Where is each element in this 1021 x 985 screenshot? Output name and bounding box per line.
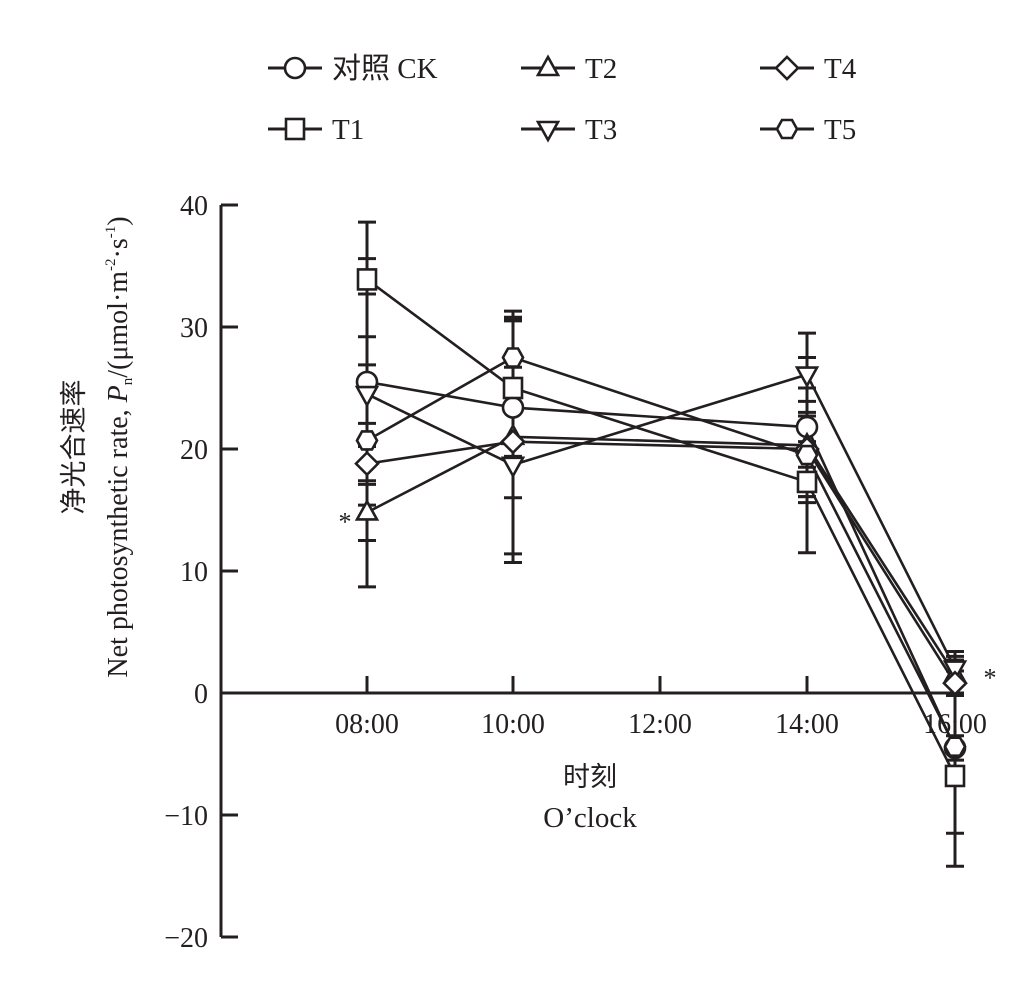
error-bars: [358, 220, 964, 868]
y-label-cn: 净光合速率: [59, 380, 89, 515]
x-tick-label: 14:00: [775, 709, 839, 740]
axis-labels: 时刻 O’clock 净光合速率 Net photosynthetic rate…: [59, 216, 637, 834]
legend-item: T3: [521, 114, 617, 146]
legend-item: T2: [521, 53, 617, 85]
y-label-sub: n: [120, 377, 136, 385]
marker-square: [356, 268, 378, 291]
legend-marker-diamond: [774, 55, 800, 81]
y-tick-label: 30: [180, 313, 208, 344]
legend-marker-circle: [283, 56, 307, 80]
y-label-symbol: P: [103, 385, 134, 403]
x-tick-label: 12:00: [628, 709, 692, 740]
y-label-unit: /(μmol·m: [103, 271, 134, 378]
significance-asterisk: *: [339, 507, 352, 536]
legend-item: 对照 CK: [268, 52, 438, 85]
y-tick-label: 0: [194, 679, 208, 710]
marker-diamond: [942, 670, 968, 697]
x-label-en: O’clock: [543, 802, 637, 834]
marker-triangle-up: [354, 498, 380, 521]
legend-item: T1: [268, 114, 364, 146]
y-label-sup1: -2: [103, 258, 119, 271]
legend-item: T5: [760, 114, 856, 146]
x-tick-label: 10:00: [481, 709, 545, 740]
marker-diamond: [500, 428, 526, 455]
marker-hexagon: [943, 736, 967, 757]
legend-label: T3: [585, 114, 617, 146]
legend-marker-triangle-up: [535, 54, 561, 77]
series-lines: [366, 278, 957, 777]
series-line-t4: [366, 440, 957, 684]
y-label-unit-mid: ·s: [103, 238, 134, 258]
series-line-t3: [366, 373, 957, 670]
y-label-sup2: -1: [103, 226, 119, 239]
marker-hexagon: [355, 430, 379, 451]
y-tick-label: 40: [180, 191, 208, 222]
legend-item: T4: [760, 53, 857, 85]
series-line-t5: [366, 356, 957, 748]
legend-marker-triangle-down: [535, 120, 561, 143]
y-label-unit-end: ): [103, 216, 134, 225]
y-tick-label: 10: [180, 557, 208, 588]
series-markers: **: [339, 268, 997, 788]
legend-marker-hexagon: [775, 118, 799, 140]
series-line-t2: [366, 435, 957, 676]
marker-square: [944, 764, 966, 788]
y-tick-label: −10: [164, 801, 208, 832]
legend: 对照 CK T1 T2 T3 T4 T5: [268, 52, 857, 146]
x-label-cn: 时刻: [563, 762, 617, 792]
marker-square: [502, 376, 524, 400]
legend-marker-square: [284, 117, 306, 141]
marker-triangle-down: [354, 385, 380, 408]
legend-label: T5: [824, 114, 856, 146]
marker-hexagon: [501, 347, 525, 368]
marker-diamond: [354, 450, 380, 477]
legend-label: 对照 CK: [332, 52, 438, 85]
marker-hexagon: [795, 444, 819, 466]
marker-square: [796, 470, 818, 494]
series-line-ck: [366, 380, 957, 749]
legend-label: T4: [824, 53, 857, 85]
marker-circle: [501, 396, 525, 419]
marker-triangle-down: [500, 456, 526, 479]
significance-asterisk: *: [984, 664, 997, 693]
legend-label: T1: [332, 114, 364, 146]
x-tick-label: 08:00: [335, 709, 399, 740]
series-line-t1: [366, 278, 957, 777]
y-tick-label: −20: [164, 923, 208, 954]
legend-label: T2: [585, 53, 617, 85]
marker-triangle-down: [794, 366, 820, 389]
y-label-en-text: Net photosynthetic rate,: [103, 402, 134, 677]
y-label-en: Net photosynthetic rate, Pn/(μmol·m-2·s-…: [103, 216, 136, 677]
y-tick-label: 20: [180, 435, 208, 466]
